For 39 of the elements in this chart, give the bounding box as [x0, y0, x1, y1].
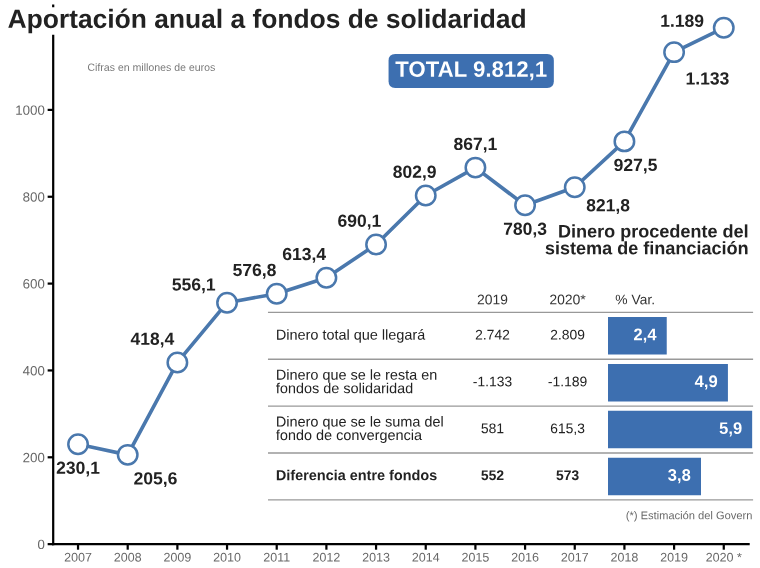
data-label: 2,4 — [633, 328, 657, 343]
point — [563, 176, 586, 199]
chart-title: Dinero procedente del sistema de financiación — [545, 224, 748, 255]
data-label: 867,1 — [454, 137, 497, 153]
data-label: 690,1 — [338, 214, 381, 230]
chart-title: Aportación anual a fondos de solidaridad — [8, 8, 525, 34]
data-label: 418,4 — [130, 332, 175, 348]
bar — [608, 457, 701, 496]
bar — [608, 363, 728, 402]
data-label: 3,8 — [668, 469, 691, 484]
point — [464, 156, 487, 179]
point — [514, 194, 537, 217]
annotation: TOTAL 9.812,1 — [395, 61, 547, 81]
data-label: 1.189 — [661, 14, 704, 27]
data-label: 821,8 — [586, 199, 630, 214]
data-label: 230,1 — [56, 461, 100, 477]
point — [414, 184, 437, 207]
data-label: 613,4 — [282, 247, 326, 263]
point — [365, 233, 388, 256]
point — [315, 266, 338, 289]
point — [166, 351, 189, 374]
data-label: 205,6 — [134, 472, 177, 488]
point — [67, 433, 90, 456]
data-label: 5,9 — [719, 422, 742, 437]
point — [216, 291, 239, 314]
point — [265, 282, 288, 305]
point — [663, 41, 686, 64]
point — [712, 16, 735, 39]
data-label: 927,5 — [614, 158, 657, 174]
data-label: 780,3 — [503, 222, 547, 238]
data-label: 4,9 — [694, 375, 718, 390]
bar — [608, 317, 667, 355]
point — [116, 443, 139, 466]
data-label: 802,9 — [393, 165, 436, 181]
bar — [608, 410, 753, 449]
data-label: 1.133 — [686, 72, 729, 85]
point — [613, 130, 636, 153]
data-label: 576,8 — [233, 263, 276, 279]
data-label: 556,1 — [172, 278, 216, 294]
